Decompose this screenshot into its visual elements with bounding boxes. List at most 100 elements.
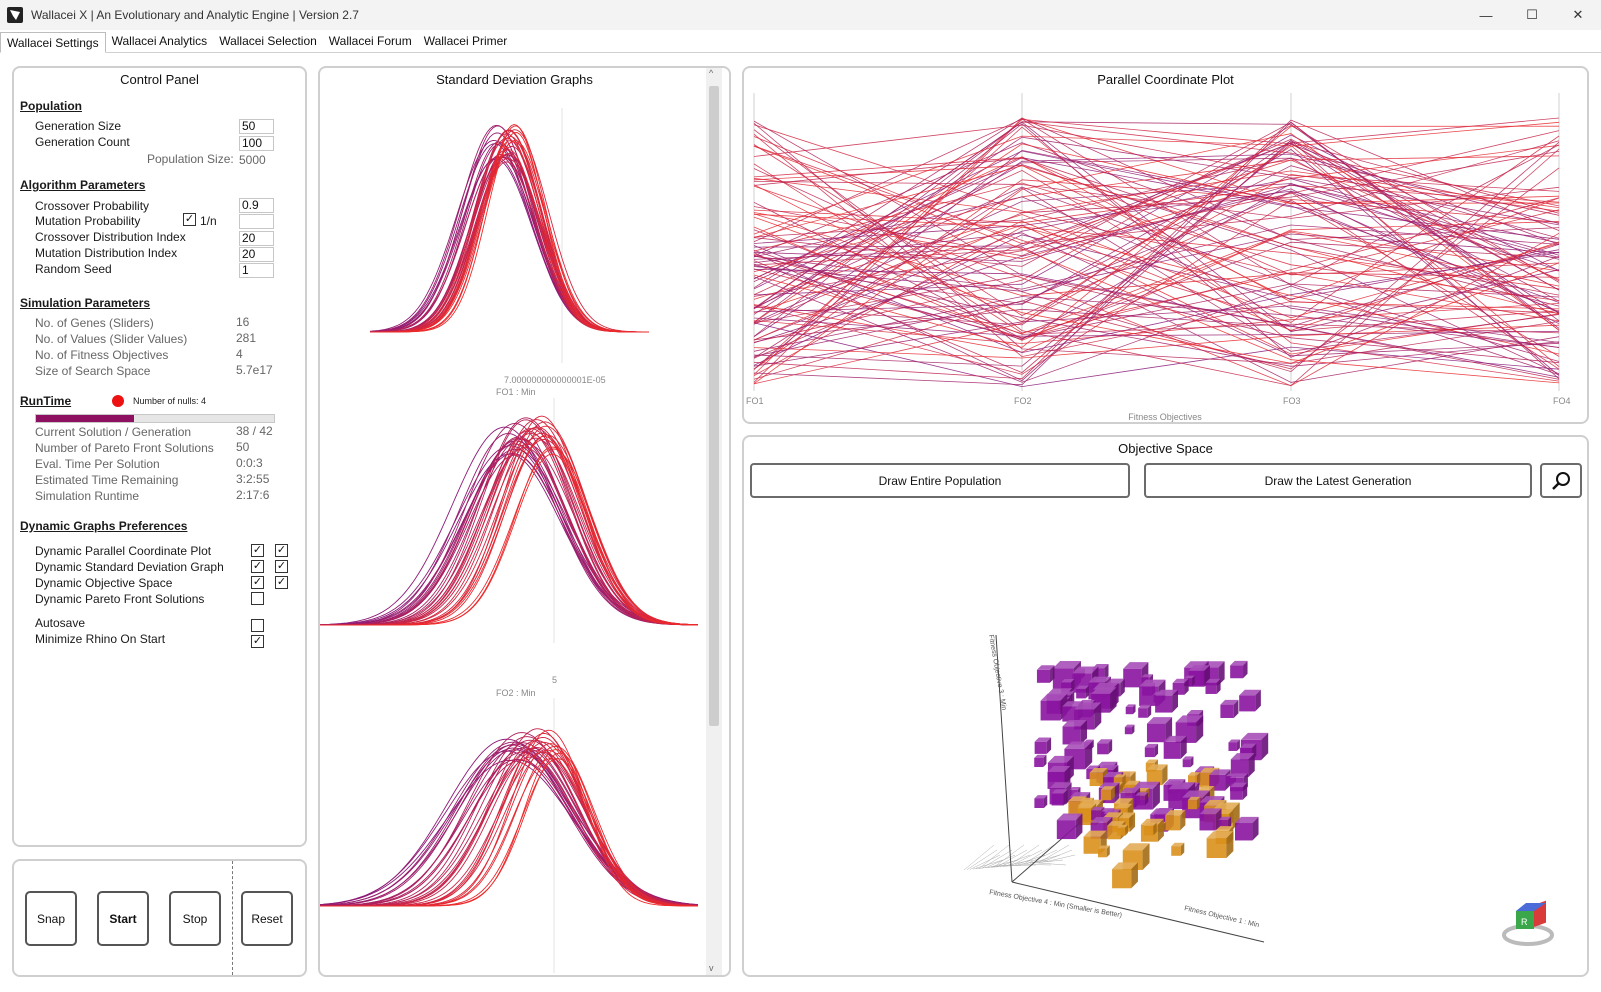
dyn-pcp-checkbox-2[interactable]: ✓ [275,544,288,557]
solution-cube[interactable] [1230,660,1248,679]
close-button[interactable]: ✕ [1572,7,1584,22]
sd-curve [370,156,649,333]
crossover-distribution-input[interactable]: 20 [239,231,274,246]
solution-cube[interactable] [1230,782,1248,800]
sd-curve [370,157,649,333]
solution-cube[interactable] [1182,756,1194,768]
solution-cube[interactable] [1163,735,1187,759]
solution-cube[interactable] [1113,774,1126,787]
solution-cube[interactable] [1188,772,1201,785]
sd-vertical-scrollbar[interactable]: ^ v [706,68,722,975]
dyn-objective-checkbox[interactable]: ✓ [251,576,264,589]
minimize-button[interactable]: — [1479,7,1493,23]
sd-curve [320,433,698,626]
sd-curve [320,759,699,907]
solution-cube[interactable] [1076,685,1089,699]
mutation-distribution-input[interactable]: 20 [239,247,274,262]
grid-line [978,844,1010,869]
solution-cube[interactable] [1135,792,1149,806]
reset-button[interactable]: Reset [241,891,293,946]
solution-cube[interactable] [1171,842,1185,856]
solution-cube[interactable] [1165,810,1186,831]
solution-cube[interactable] [1234,816,1259,841]
solution-cube[interactable] [1239,689,1261,712]
solution-cube[interactable] [1218,816,1232,830]
tab-bar: Wallacei Settings Wallacei Analytics Wal… [0,30,1601,53]
solution-cube[interactable] [1051,789,1068,806]
tab-wallacei-forum[interactable]: Wallacei Forum [328,34,412,48]
maximize-button[interactable]: ☐ [1526,7,1538,22]
draw-entire-population-button[interactable]: Draw Entire Population [750,463,1130,498]
solution-cube[interactable] [1112,862,1138,889]
dyn-pareto-label: Dynamic Pareto Front Solutions [35,592,205,606]
sd-curve [370,140,649,333]
pcp-line [753,230,1560,335]
solution-cube[interactable] [1206,831,1234,859]
pcp-line [753,201,1560,340]
tab-wallacei-analytics[interactable]: Wallacei Analytics [111,34,208,48]
pcp-line [753,164,1560,375]
solution-cube[interactable] [1143,822,1157,836]
control-panel: Control Panel Population Generation Size… [12,66,307,847]
pcp-line [753,138,1560,282]
solution-cube[interactable] [1036,665,1055,683]
solution-cube[interactable] [1146,764,1168,786]
solution-cube[interactable] [1187,796,1201,810]
solution-cube[interactable] [1228,739,1240,751]
scroll-down-icon[interactable]: v [709,963,714,973]
solution-cube[interactable] [1117,824,1129,836]
stop-button[interactable]: Stop [169,891,221,946]
tab-wallacei-settings[interactable]: Wallacei Settings [0,32,106,53]
solution-cube[interactable] [1034,795,1048,808]
random-seed-input[interactable]: 1 [239,263,274,278]
draw-latest-generation-button[interactable]: Draw the Latest Generation [1144,463,1532,498]
dyn-sd-checkbox[interactable]: ✓ [251,560,264,573]
dyn-pareto-checkbox[interactable] [251,592,264,605]
solution-cube[interactable] [1230,753,1255,778]
minimize-rhino-checkbox[interactable]: ✓ [251,635,264,648]
scroll-up-icon[interactable]: ^ [709,68,714,78]
solution-cube[interactable] [1172,678,1189,695]
generation-count-input[interactable]: 100 [239,136,274,151]
solution-cube[interactable] [1056,813,1083,840]
tab-wallacei-primer[interactable]: Wallacei Primer [423,34,508,48]
solution-cube[interactable] [1097,739,1113,755]
dyn-pcp-checkbox[interactable]: ✓ [251,544,264,557]
solution-cube[interactable] [1098,845,1110,858]
mutation-one-over-n-checkbox[interactable]: ✓ [183,213,196,226]
sd-graph1-value: 7.000000000000001E-05 [504,375,606,385]
start-button[interactable]: Start [97,891,149,946]
dyn-objective-checkbox-2[interactable]: ✓ [275,576,288,589]
pcp-line [753,184,1560,224]
solution-cube[interactable] [1144,743,1159,758]
solution-cube[interactable] [1062,719,1088,745]
solution-cube[interactable] [1125,704,1136,715]
pcp-line [753,183,1560,324]
solution-cube[interactable] [1155,689,1179,713]
snap-button[interactable]: Snap [25,891,77,946]
view-cube-icon[interactable]: R [1502,900,1554,946]
mutation-probability-input[interactable] [239,214,274,229]
sd-curve [320,759,699,907]
solution-cube[interactable] [1124,724,1135,735]
pcp-axis-label: FO4 [1553,396,1571,406]
sd-scroll-thumb[interactable] [709,86,719,726]
tab-wallacei-selection[interactable]: Wallacei Selection [219,34,317,48]
objective-space-title: Objective Space [1118,441,1213,456]
generation-size-input[interactable]: 50 [239,119,274,134]
grid-line [1026,849,1058,864]
sd-curve [320,432,699,626]
solution-cube[interactable] [1034,754,1047,768]
solution-cube[interactable] [1034,737,1052,754]
solution-cube[interactable] [1220,699,1239,718]
solution-cube[interactable] [1199,808,1222,831]
autosave-checkbox[interactable] [251,619,264,632]
solution-cube[interactable] [1138,704,1152,718]
crossover-probability-label: Crossover Probability [35,199,150,213]
solution-cube[interactable] [1100,786,1115,801]
zoom-button[interactable] [1540,463,1582,498]
grid-line [993,844,1025,868]
dyn-sd-checkbox-2[interactable]: ✓ [275,560,288,573]
solution-cube[interactable] [1205,678,1221,694]
crossover-probability-input[interactable]: 0.9 [239,198,274,213]
